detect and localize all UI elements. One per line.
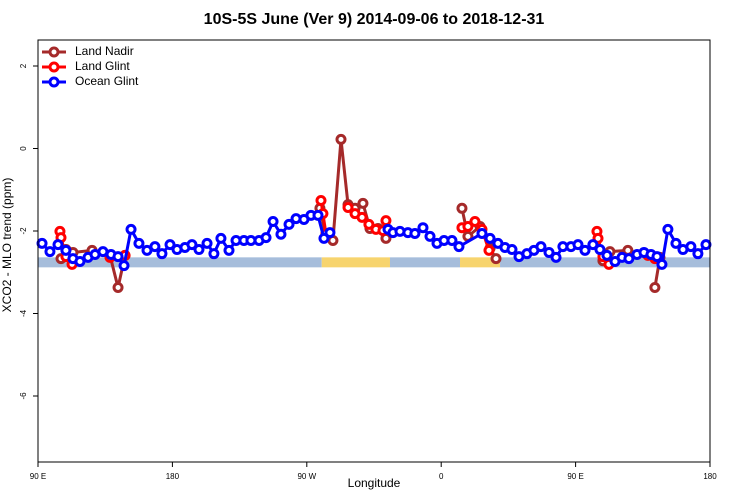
y-tick-label: -2 xyxy=(19,227,28,235)
data-point xyxy=(651,251,663,263)
data-point xyxy=(342,201,354,213)
data-point xyxy=(453,241,465,253)
data-point xyxy=(312,209,324,221)
data-point xyxy=(550,251,562,263)
data-point xyxy=(267,216,279,228)
legend-marker xyxy=(48,61,60,73)
surface-band xyxy=(460,257,501,268)
data-point xyxy=(223,244,235,256)
y-tick-label: 2 xyxy=(19,63,28,68)
data-point xyxy=(133,237,145,249)
data-point xyxy=(700,239,712,251)
data-point xyxy=(490,253,502,265)
data-point xyxy=(469,216,481,228)
data-point xyxy=(456,202,468,214)
data-point xyxy=(164,239,176,251)
x-tick-label: 180 xyxy=(703,472,717,481)
data-point xyxy=(483,244,495,256)
x-tick-label: 90 E xyxy=(30,472,46,481)
data-point xyxy=(363,218,375,230)
data-point xyxy=(357,197,369,209)
data-point xyxy=(74,256,86,268)
data-point xyxy=(335,133,347,145)
x-tick-label: 0 xyxy=(439,472,444,481)
chart-title: 10S-5S June (Ver 9) 2014-09-06 to 2018-1… xyxy=(204,11,545,28)
data-point xyxy=(543,246,555,258)
data-point xyxy=(60,244,72,256)
data-point xyxy=(424,230,436,242)
data-point xyxy=(149,241,161,253)
x-axis-label: Longitude xyxy=(348,476,401,490)
x-tick-label: 90 E xyxy=(567,472,583,481)
data-point xyxy=(186,239,198,251)
y-tick-label: -4 xyxy=(19,309,28,317)
data-point xyxy=(125,223,137,235)
data-point xyxy=(324,227,336,239)
data-point xyxy=(52,239,64,251)
data-point xyxy=(36,237,48,249)
data-point xyxy=(283,218,295,230)
data-point xyxy=(260,232,272,244)
data-point xyxy=(476,227,488,239)
legend-label: Ocean Glint xyxy=(75,74,139,88)
data-point xyxy=(409,227,421,239)
y-tick-label: 0 xyxy=(19,146,28,151)
data-point xyxy=(193,244,205,256)
data-point xyxy=(685,241,697,253)
data-point xyxy=(572,239,584,251)
data-point xyxy=(275,228,287,240)
data-point xyxy=(594,244,606,256)
data-point xyxy=(215,232,227,244)
data-point xyxy=(587,239,599,251)
data-point xyxy=(535,241,547,253)
surface-band xyxy=(389,257,461,268)
data-point xyxy=(649,282,661,294)
y-axis-label: XCO2 - MLO trend (ppm) xyxy=(0,178,14,313)
y-tick-label: -6 xyxy=(19,392,28,400)
plot-frame xyxy=(37,39,711,463)
data-point xyxy=(601,249,613,261)
legend-label: Land Glint xyxy=(75,59,130,73)
data-point xyxy=(118,260,130,272)
data-point xyxy=(579,244,591,256)
x-tick-label: 180 xyxy=(166,472,180,481)
data-point xyxy=(506,244,518,256)
data-point xyxy=(446,234,458,246)
data-point xyxy=(201,237,213,249)
data-point xyxy=(315,194,327,206)
surface-band xyxy=(321,257,390,268)
data-point xyxy=(417,222,429,234)
data-point xyxy=(156,248,168,260)
x-tick-label: 90 W xyxy=(297,472,316,481)
data-point xyxy=(462,220,474,232)
legend-marker xyxy=(48,46,60,58)
data-point xyxy=(380,215,392,227)
data-point xyxy=(484,232,496,244)
data-point xyxy=(208,248,220,260)
data-point xyxy=(44,246,56,258)
data-point xyxy=(656,258,668,270)
surface-band xyxy=(38,257,322,268)
data-point xyxy=(112,251,124,263)
legend-marker xyxy=(48,76,60,88)
data-point xyxy=(670,237,682,249)
data-point xyxy=(692,248,704,260)
data-point xyxy=(623,253,635,265)
data-point xyxy=(356,211,368,223)
data-point xyxy=(112,282,124,294)
data-point xyxy=(662,223,674,235)
legend-label: Land Nadir xyxy=(75,44,134,58)
